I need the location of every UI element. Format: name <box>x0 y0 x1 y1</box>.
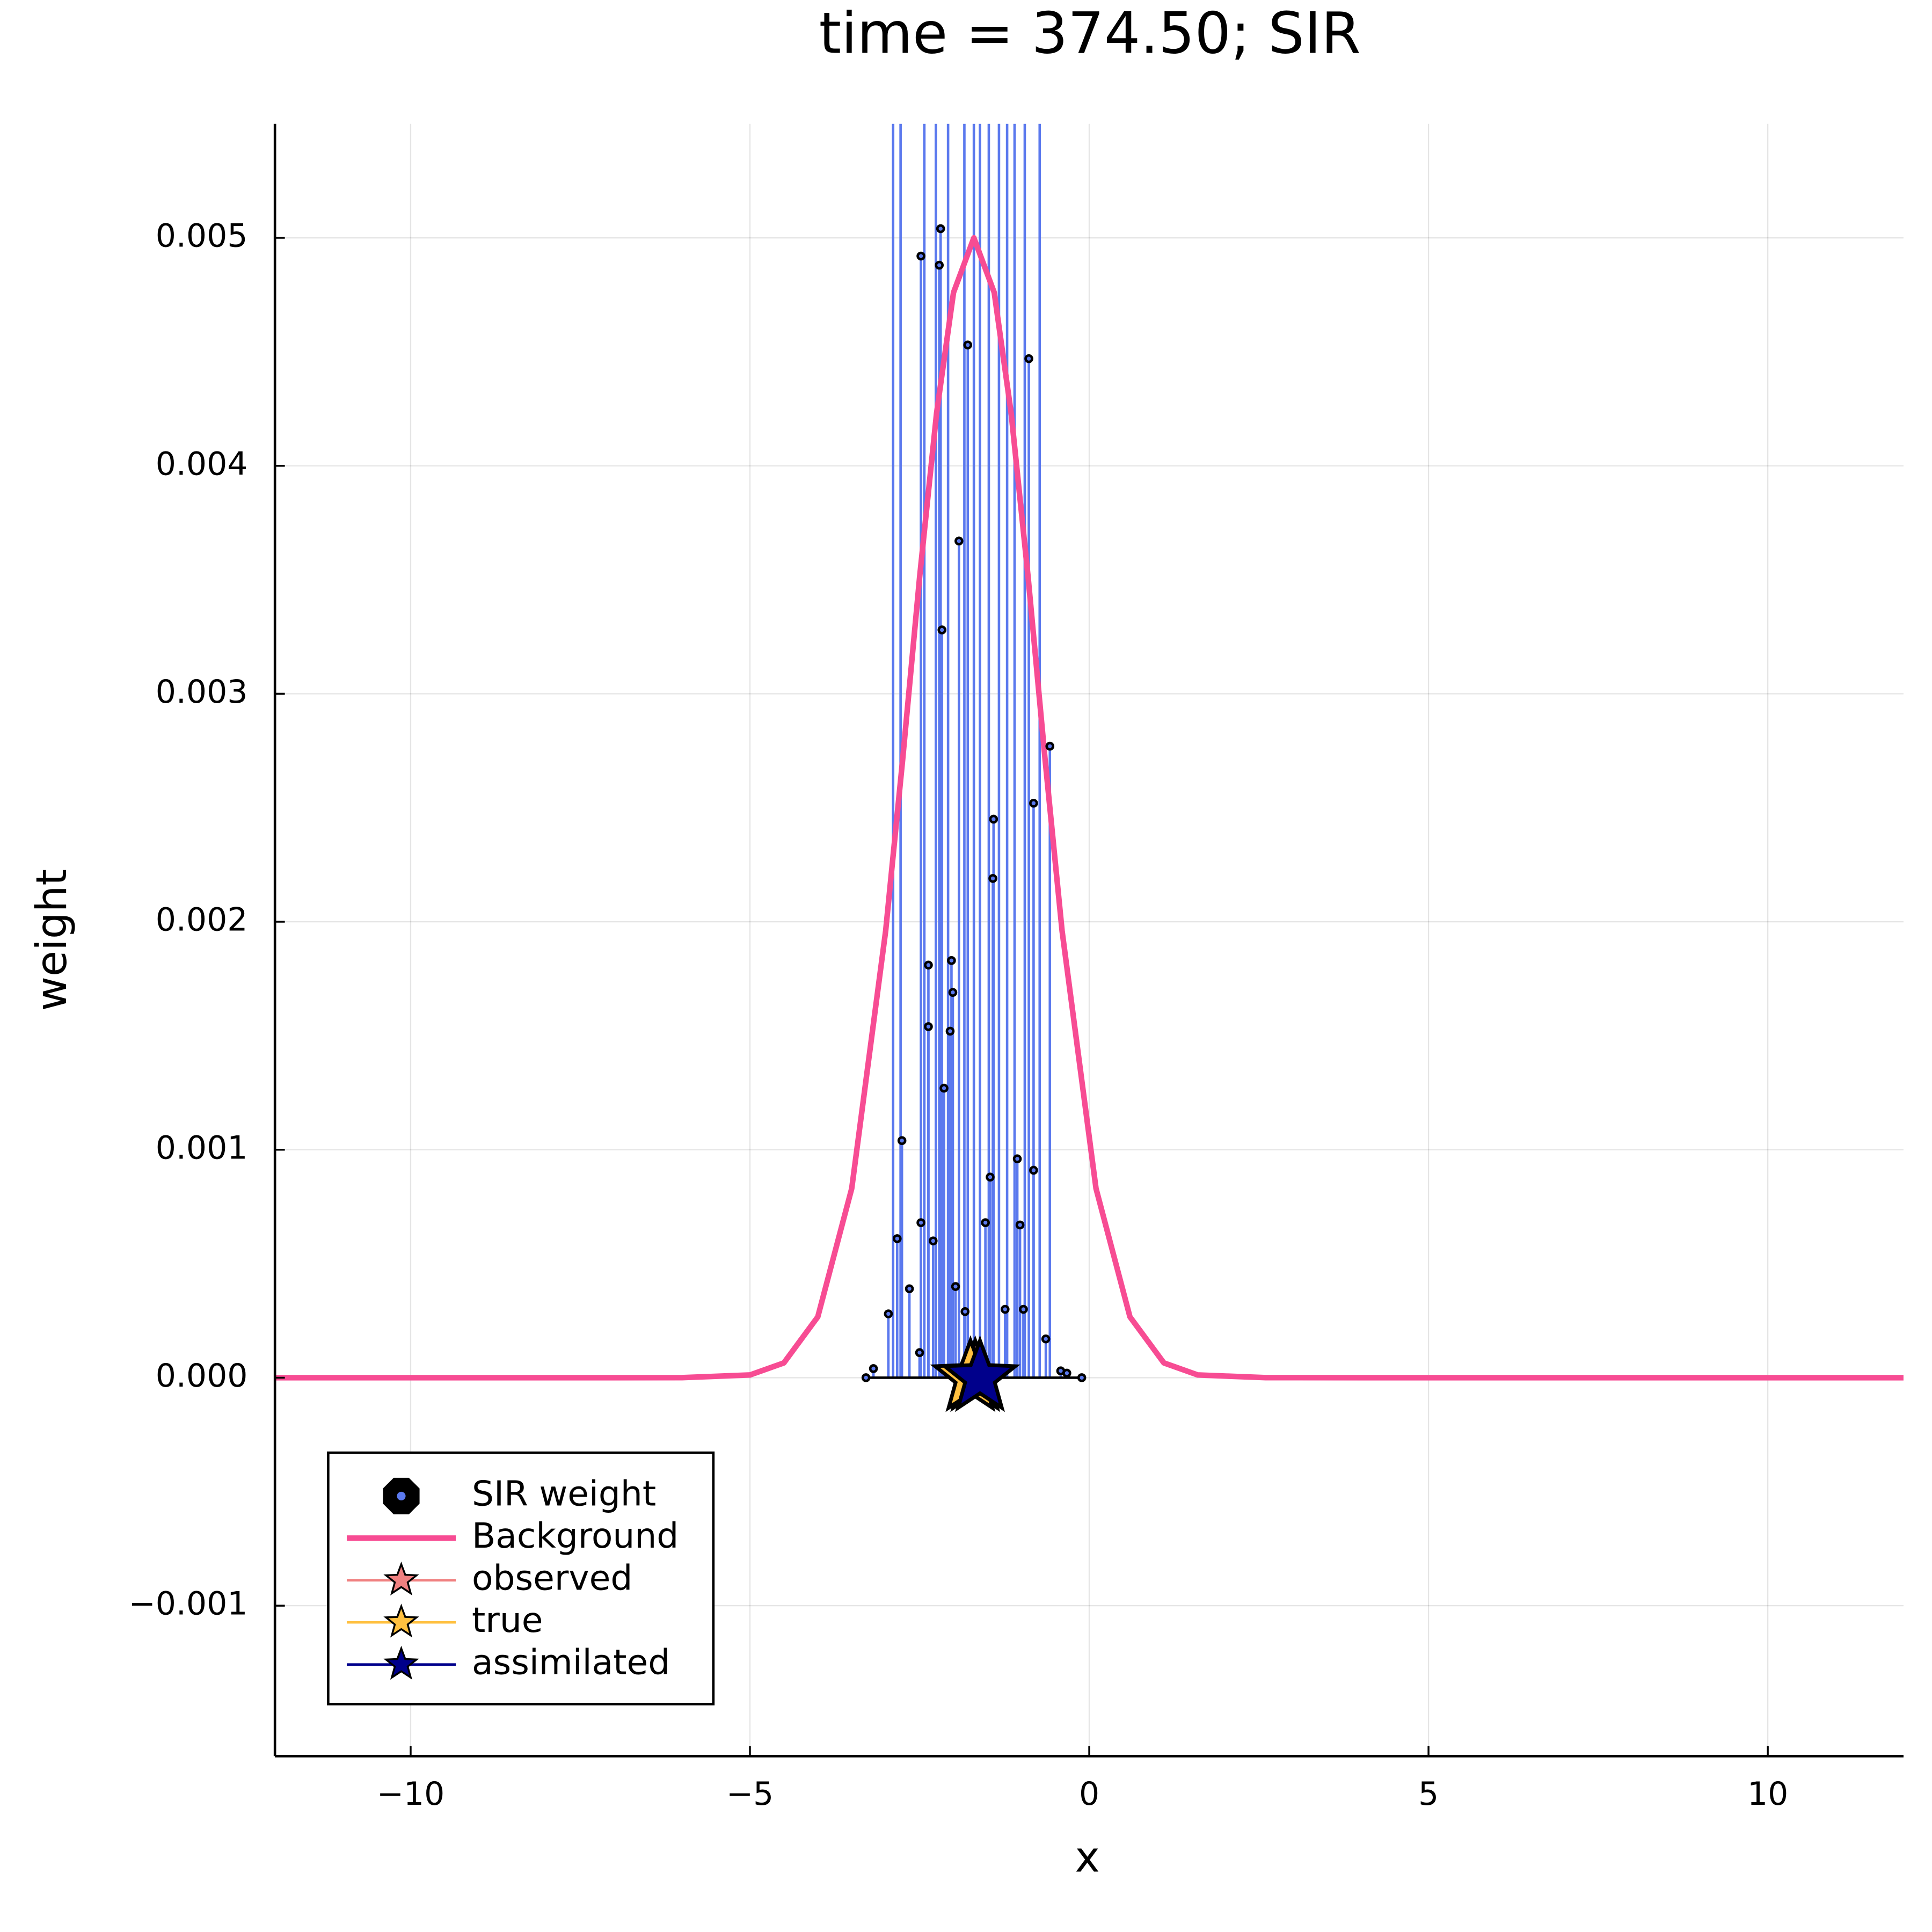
x-tick-label: −5 <box>726 1775 774 1813</box>
x-axis-label: x <box>1075 1833 1099 1882</box>
legend-label: SIR weight <box>472 1474 656 1514</box>
point <box>951 1282 960 1291</box>
point <box>1029 1165 1038 1175</box>
x-tick-label: 0 <box>1079 1775 1099 1813</box>
legend-label: observed <box>472 1558 632 1598</box>
point <box>948 988 958 997</box>
point <box>916 1218 925 1227</box>
point <box>915 1348 924 1358</box>
point <box>1001 1304 1010 1314</box>
y-tick-label: 0.000 <box>156 1357 248 1395</box>
plot-area <box>275 123 1904 1412</box>
point <box>1041 1334 1051 1344</box>
axes: −10 −5 0 5 10 −0.001 0.000 0.001 0.002 0.003 0.004… <box>128 123 1904 1813</box>
x-tick-label: −10 <box>377 1775 445 1813</box>
point <box>986 1172 995 1182</box>
y-axis-label: weight <box>27 869 76 1011</box>
point <box>897 1136 907 1146</box>
point <box>937 625 947 635</box>
point <box>981 1218 990 1227</box>
y-tick-label: 0.001 <box>156 1129 248 1167</box>
legend: SIR weightBackgroundobservedtrueassimila… <box>327 1451 715 1705</box>
point <box>916 251 925 261</box>
line <box>275 235 1904 1381</box>
legend-marker <box>383 1603 419 1638</box>
point <box>929 1236 938 1245</box>
point <box>945 1026 955 1036</box>
point <box>936 224 945 234</box>
y-tick-label: 0.005 <box>156 217 248 255</box>
y-tick-label: 0.004 <box>156 445 248 483</box>
point <box>954 536 964 546</box>
point <box>924 1022 933 1031</box>
point <box>960 1307 970 1316</box>
point <box>989 814 998 824</box>
point <box>905 1284 914 1294</box>
point <box>884 1309 893 1318</box>
x-tick-label: 5 <box>1418 1775 1439 1813</box>
x-tick-label: 10 <box>1747 1775 1788 1813</box>
point <box>939 1083 949 1093</box>
legend-marker <box>383 1645 419 1680</box>
point <box>1077 1373 1087 1382</box>
y-tick-label: 0.003 <box>156 673 248 711</box>
y-tick-label: 0.002 <box>156 901 248 939</box>
point <box>1019 1304 1028 1314</box>
point <box>1012 1154 1022 1164</box>
legend-label: Background <box>472 1516 679 1556</box>
legend-label: assimilated <box>472 1642 670 1682</box>
star <box>939 1335 1020 1412</box>
point <box>935 260 944 270</box>
point <box>1045 741 1055 751</box>
point <box>869 1364 878 1373</box>
point <box>1024 354 1033 363</box>
y-tick-label: −0.001 <box>128 1585 247 1623</box>
point <box>1015 1220 1025 1230</box>
point <box>893 1234 902 1243</box>
point <box>963 340 973 349</box>
point <box>861 1373 871 1382</box>
point <box>1056 1366 1066 1375</box>
point <box>947 956 956 965</box>
chart-title: time = 374.50; SIR <box>819 1 1361 67</box>
point <box>988 874 997 883</box>
point <box>924 960 933 970</box>
legend-marker <box>383 1561 419 1596</box>
legend-marker <box>397 1491 406 1500</box>
point <box>1029 798 1038 808</box>
legend-label: true <box>472 1600 543 1641</box>
